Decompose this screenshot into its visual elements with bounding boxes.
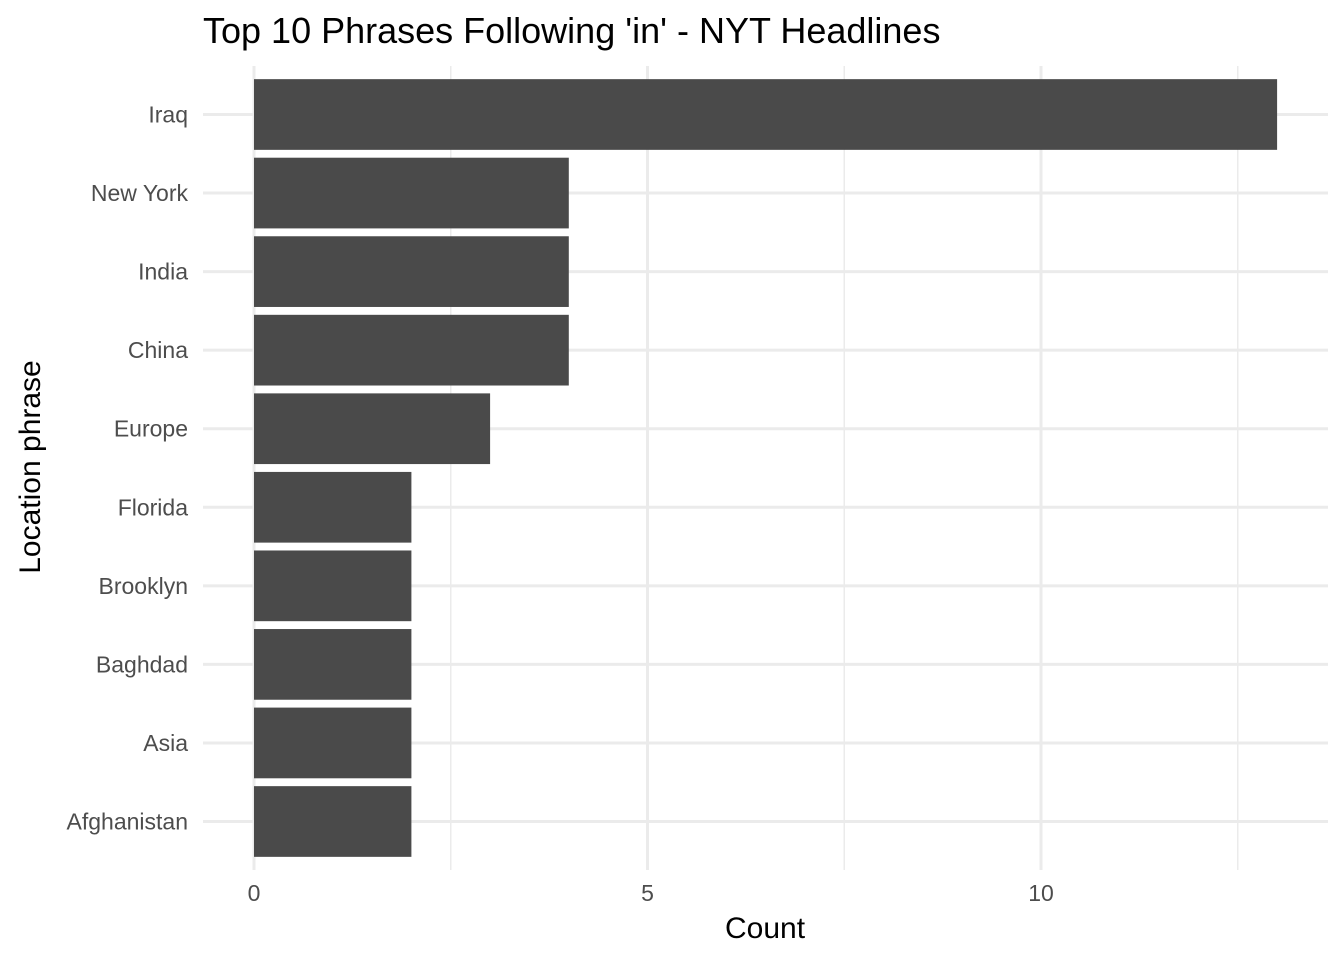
bar: [254, 707, 412, 779]
y-tick-label: Afghanistan: [67, 809, 188, 835]
y-tick-label: Europe: [114, 416, 188, 442]
x-tick-label: 10: [1028, 880, 1054, 906]
x-axis-title: Count: [725, 912, 806, 945]
bar: [254, 786, 412, 857]
bar: [254, 236, 569, 307]
bar: [254, 550, 412, 622]
bar: [254, 629, 412, 700]
chart-title: Top 10 Phrases Following 'in' - NYT Head…: [203, 10, 940, 51]
y-axis-title: Location phrase: [14, 360, 47, 574]
bar: [254, 314, 569, 386]
bar: [254, 393, 491, 465]
x-tick-label: 5: [641, 880, 654, 906]
bar: [254, 471, 412, 543]
y-tick-label: Baghdad: [96, 651, 188, 677]
y-tick-label: Iraq: [148, 102, 188, 128]
y-axis-tick-labels: Iraq New York India China Europe Florida Brook…: [67, 102, 189, 835]
bars-layer: [254, 79, 1278, 857]
bar: [254, 79, 1278, 150]
y-tick-label: India: [138, 259, 188, 285]
y-tick-label: China: [128, 337, 188, 363]
bar: [254, 157, 569, 229]
x-tick-label: 0: [248, 880, 261, 906]
x-axis-tick-labels: 0 5 10: [248, 880, 1054, 906]
y-tick-label: Asia: [143, 730, 188, 756]
y-tick-label: New York: [91, 180, 189, 206]
y-tick-label: Florida: [118, 494, 189, 520]
y-tick-label: Brooklyn: [99, 573, 188, 599]
